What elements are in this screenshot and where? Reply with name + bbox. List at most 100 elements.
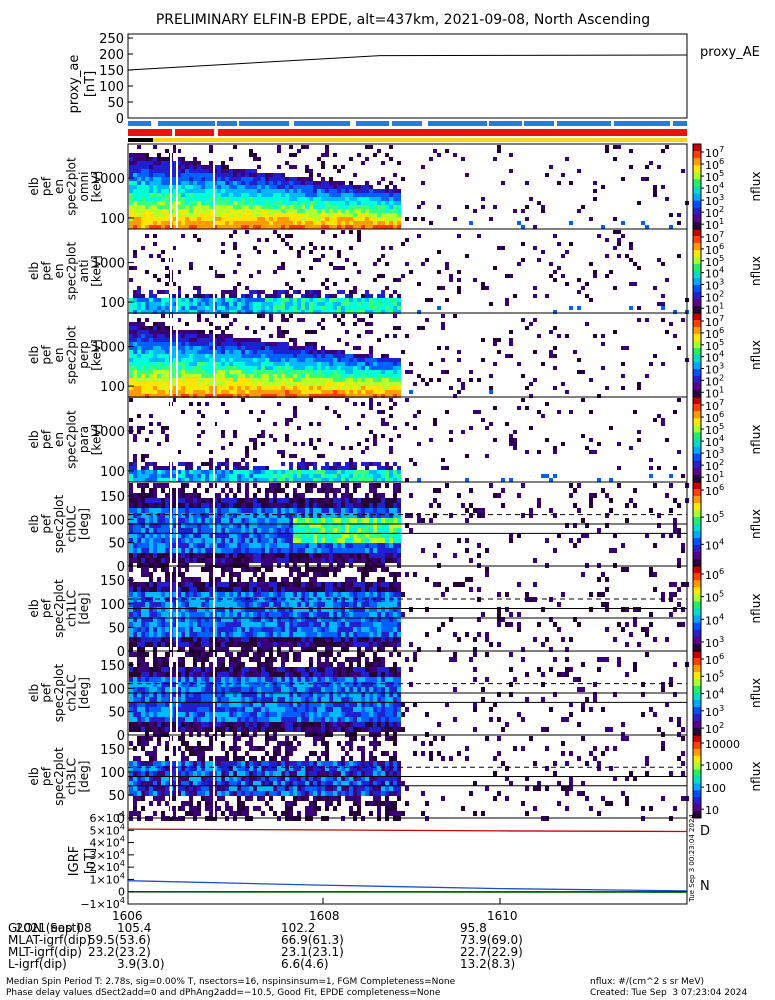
spec-cell: [133, 587, 137, 592]
spec-cell: [317, 538, 321, 543]
spec-cell: [193, 294, 197, 298]
spec-cell: [465, 518, 469, 523]
spec-cell: [153, 165, 157, 169]
spec-cell: [249, 209, 253, 213]
spec-cell: [141, 370, 145, 374]
spec-cell: [209, 177, 213, 181]
spec-cell: [349, 374, 353, 378]
ae-ytick-label: 50: [107, 96, 124, 111]
spec-cell: [325, 553, 329, 558]
spec-cell: [281, 298, 285, 302]
spec-cell: [365, 310, 369, 314]
spec-cell: [217, 169, 221, 173]
spec-cell: [309, 250, 313, 254]
spec-cell: [341, 306, 345, 310]
spec-cell: [461, 503, 465, 508]
spec-cell: [365, 374, 369, 378]
spec-cell: [253, 374, 257, 378]
spec-cell: [369, 518, 373, 523]
spec-cell: [153, 548, 157, 553]
spec-cell: [337, 386, 341, 390]
spec-cell: [309, 483, 313, 488]
spec-cell: [285, 242, 289, 246]
data-gap: [213, 145, 215, 228]
spec-cell: [329, 382, 333, 386]
spec-cell: [133, 346, 137, 350]
spec-cell: [289, 246, 293, 250]
spec-cell: [229, 470, 233, 474]
spec-cell: [137, 338, 141, 342]
spec-cell: [329, 513, 333, 518]
spec-cell: [293, 177, 297, 181]
spec-cell: [177, 346, 181, 350]
spec-cell: [349, 548, 353, 553]
spec-cell: [557, 181, 561, 185]
spec-cell: [625, 503, 629, 508]
spec-cell: [333, 197, 337, 201]
spec-cell: [369, 430, 373, 434]
spec-cell: [321, 193, 325, 197]
spec-cell: [385, 354, 389, 358]
spec-cell: [509, 478, 513, 482]
spec-cell: [245, 326, 249, 330]
spec-cell: [261, 378, 265, 382]
spec-cell: [289, 390, 293, 394]
spec-cell: [233, 558, 237, 563]
spec-cell: [225, 366, 229, 370]
spec-cell: [261, 306, 265, 310]
spec-cell: [537, 503, 541, 508]
spec-cell: [369, 370, 373, 374]
spec-cell: [265, 185, 269, 189]
spec-cell: [425, 258, 429, 262]
spec-cell: [441, 286, 445, 290]
spec-cell: [157, 342, 161, 346]
spec-cell: [353, 346, 357, 350]
spec-cell: [337, 533, 341, 538]
spec-cell: [521, 242, 525, 246]
colorbar-step: [693, 467, 701, 476]
spec-cell: [381, 193, 385, 197]
spec-cell: [509, 533, 513, 538]
spec-cell: [173, 553, 177, 558]
spec-cell: [397, 213, 401, 217]
spec-cell: [229, 478, 233, 482]
spec-cell: [305, 548, 309, 553]
spec-cell: [489, 483, 493, 488]
spec-cell: [369, 362, 373, 366]
spec-cell: [189, 221, 193, 225]
spec-cell: [353, 197, 357, 201]
spec-cell: [165, 298, 169, 302]
spec-cell: [645, 225, 649, 229]
spec-cell: [593, 189, 597, 193]
spec-cell: [325, 513, 329, 518]
spec-cell: [357, 234, 361, 238]
spec-cell: [145, 523, 149, 528]
spec-cell: [389, 466, 393, 470]
spec-cell: [225, 553, 229, 558]
spec-cell: [253, 548, 257, 553]
spec-cell: [265, 362, 269, 366]
spec-cell: [469, 503, 473, 508]
colorbar-step: [693, 489, 701, 497]
spec-cell: [133, 185, 137, 189]
spec-cell: [193, 310, 197, 314]
spec-cell: [273, 250, 277, 254]
spec-cell: [261, 508, 265, 513]
spec-cell: [225, 338, 229, 342]
spec-cell: [185, 330, 189, 334]
spec-cell: [389, 386, 393, 390]
spec-cell: [145, 513, 149, 518]
spec-cell: [225, 390, 229, 394]
spec-cell: [253, 362, 257, 366]
spec-cell: [617, 442, 621, 446]
spec-cell: [305, 193, 309, 197]
ae-line: [127, 54, 688, 71]
spec-cell: [549, 330, 553, 334]
spec-cell: [501, 246, 505, 250]
spec-cell: [249, 370, 253, 374]
spec-cell: [129, 378, 133, 382]
spec-cell: [205, 402, 209, 406]
spec-cell: [325, 306, 329, 310]
spec-cell: [201, 386, 205, 390]
spec-cell: [321, 310, 325, 314]
